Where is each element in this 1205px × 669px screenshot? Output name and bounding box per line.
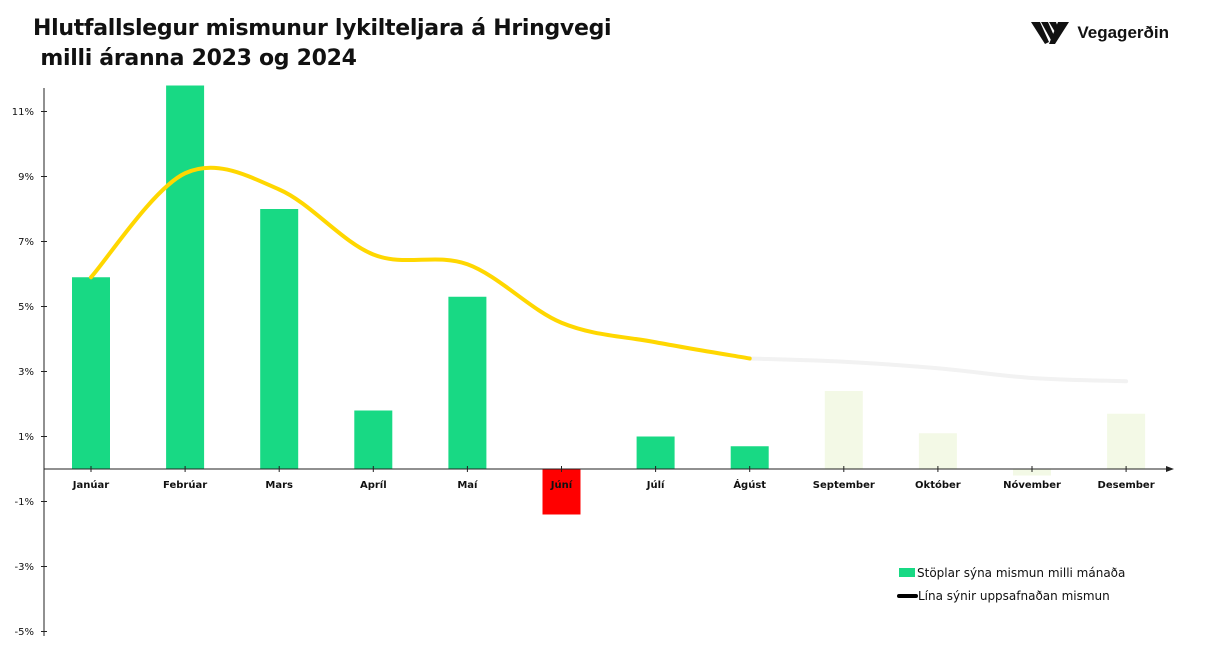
x-tick-label: Júní [550, 479, 573, 491]
y-tick-label: -1% [15, 497, 34, 508]
x-tick-label: Janúar [72, 479, 109, 491]
bar-7 [636, 436, 675, 469]
bar-11 [1013, 469, 1051, 476]
y-tick-label: 1% [18, 432, 34, 443]
y-tick-label: 9% [18, 172, 34, 183]
chart-title: Hlutfallslegur mismunur lykilteljara á H… [33, 16, 612, 71]
x-tick-label: Apríl [360, 479, 387, 491]
legend-line-label: Lína sýnir uppsafnaðan mismun [918, 589, 1110, 603]
brand-logo: Vegagerðin [1031, 20, 1169, 46]
y-tick-label: -5% [15, 627, 34, 638]
x-axis: Janúar Febrúar Mars Apríl Maí Júní Júlí Ágúst Se… [44, 466, 1174, 491]
x-tick-label: Desember [1098, 480, 1155, 491]
legend: Stöplar sýna mismun milli mánaða Lína sýn… [897, 566, 1125, 603]
brand-name: Vegagerðin [1077, 23, 1169, 42]
bar-5 [448, 296, 487, 469]
x-tick-label: Júlí [646, 479, 665, 491]
x-tick-label: Febrúar [163, 479, 207, 491]
bar-8 [730, 446, 769, 469]
bar-10 [918, 433, 957, 469]
vegagerdin-logo-icon [1031, 22, 1070, 44]
y-tick-label: 5% [18, 302, 34, 313]
bar-3 [260, 209, 299, 469]
bars [72, 85, 1146, 515]
x-axis-arrow-icon [1166, 466, 1174, 472]
y-tick-label: -3% [15, 562, 34, 573]
x-tick-label: September [813, 480, 875, 491]
bar-9 [824, 391, 863, 469]
x-tick-label: Maí [457, 479, 478, 491]
y-tick-label: 3% [18, 367, 34, 378]
bar-6 [542, 469, 581, 515]
bar-2 [166, 85, 205, 469]
legend-bar-label: Stöplar sýna mismun milli mánaða [917, 566, 1125, 580]
x-tick-label: Mars [265, 480, 293, 491]
cumulative-line-future [747, 356, 1129, 384]
cumulative-line [89, 165, 1129, 384]
x-tick-label: Nóvember [1003, 479, 1061, 491]
x-tick-label: Október [915, 479, 961, 491]
bar-1 [72, 277, 110, 469]
cumulative-line-actual [89, 165, 752, 361]
y-tick-label: 11% [12, 107, 34, 118]
y-axis: 11% 9% 7% 5% 3% 1% -1% -3% -5% [12, 88, 47, 638]
y-tick-label: 7% [18, 237, 34, 248]
legend-bar-swatch [899, 568, 915, 577]
bar-4 [354, 410, 393, 469]
x-tick-label: Ágúst [733, 478, 766, 491]
bar-12 [1107, 413, 1146, 469]
